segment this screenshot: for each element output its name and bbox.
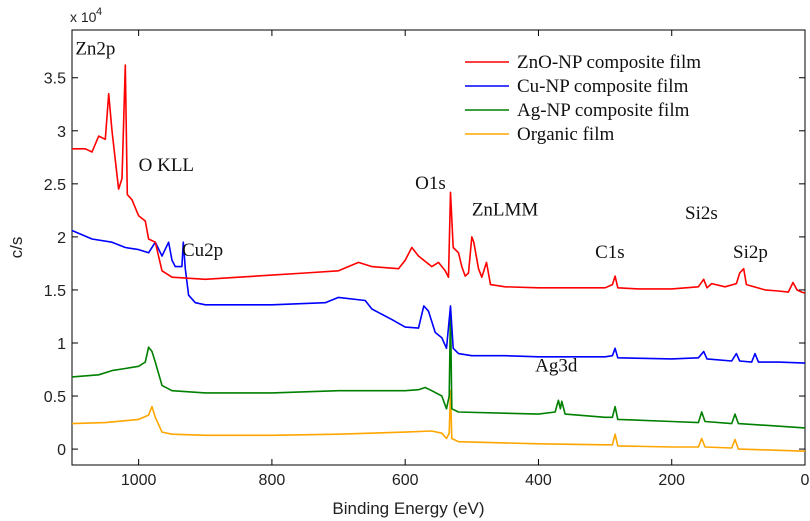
legend-label: ZnO-NP composite film: [517, 52, 701, 73]
peak-label: ZnLMM: [472, 200, 539, 221]
x-tick-label: 200: [658, 472, 685, 489]
y-tick-label: 3.5: [44, 71, 66, 88]
series-layer: [72, 64, 805, 452]
y-scale-power: 4: [96, 6, 102, 18]
peak-annotations: Zn2p O KLL O1s ZnLMM C1s Si2s Si2p Cu2p Ag3d: [75, 38, 768, 376]
x-tick-label: 800: [259, 472, 286, 489]
legend-label: Ag-NP composite film: [517, 100, 690, 121]
peak-label: C1s: [595, 242, 625, 263]
peak-label: Si2s: [685, 203, 718, 224]
series-line-0: [72, 64, 805, 294]
y-axis-label: c/s: [7, 237, 26, 259]
series-line-2: [72, 308, 805, 429]
peak-label: O KLL: [139, 155, 194, 176]
series-line-3: [72, 389, 805, 452]
y-scale-exponent: x 10 4: [70, 6, 102, 25]
x-tick-label: 0: [801, 472, 810, 489]
legend: ZnO-NP composite film Cu-NP composite fil…: [465, 52, 701, 145]
peak-label: Zn2p: [75, 38, 115, 59]
y-tick-label: 2: [57, 230, 66, 247]
y-scale-base: x 10: [70, 9, 97, 25]
y-tick-label: 3: [57, 124, 66, 141]
y-tick-label: 2.5: [44, 177, 66, 194]
peak-label: Cu2p: [182, 240, 223, 261]
y-tick-label: 1.5: [44, 283, 66, 300]
legend-label: Organic film: [517, 124, 614, 145]
y-tick-label: 0: [57, 442, 66, 459]
peak-label: O1s: [415, 173, 446, 194]
plot-area: 1000 800 600 400 200 0 0 0.5 1 1.5 2 2.5 3 3.5: [44, 29, 810, 489]
legend-label: Cu-NP composite film: [517, 76, 689, 97]
x-tick-label: 1000: [121, 472, 157, 489]
y-tick-label: 1: [57, 336, 66, 353]
y-tick-label: 0.5: [44, 389, 66, 406]
peak-label: Si2p: [733, 242, 768, 263]
x-axis-label: Binding Energy (eV): [332, 499, 484, 518]
series-line-1: [72, 229, 805, 364]
x-tick-label: 400: [525, 472, 552, 489]
plot-frame: [71, 29, 806, 466]
x-tick-label: 600: [392, 472, 419, 489]
y-axis-ticks: 0 0.5 1 1.5 2 2.5 3 3.5: [44, 71, 805, 459]
peak-label: Ag3d: [535, 356, 578, 377]
x-axis-ticks: 1000 800 600 400 200 0: [121, 30, 810, 489]
